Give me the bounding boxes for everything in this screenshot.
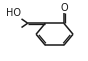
Text: HO: HO xyxy=(6,8,21,18)
Text: O: O xyxy=(61,3,68,13)
